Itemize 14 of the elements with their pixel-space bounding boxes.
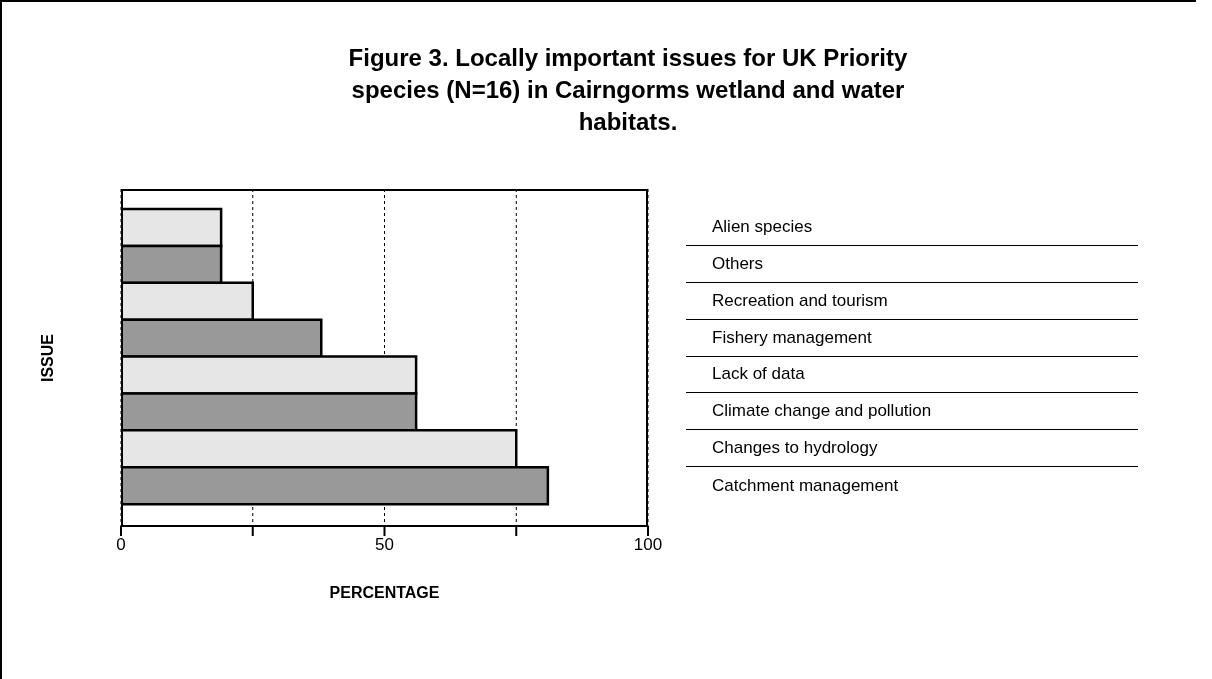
y-tick-label: Recreation and tourism [686,282,1138,320]
y-tick-label: Climate change and pollution [686,393,1138,431]
y-tick-label: Others [686,245,1138,283]
y-axis-title: ISSUE [39,333,57,382]
x-tick-label: 0 [116,535,126,555]
chart-title: Figure 3. Locally important issues for UK Priority species (N=16) in Cairngorms wetland and water habitats. [347,43,909,137]
x-tick-label: 50 [375,535,394,555]
x-tick-label: 100 [633,535,663,555]
y-tick-label: Lack of data [686,356,1138,394]
y-tick-label: Changes to hydrology [686,430,1138,468]
y-tick-label: Fishery management [686,319,1138,357]
y-tick-label: Catchment management [711,474,900,497]
x-axis-title: PERCENTAGE [329,584,440,601]
y-tick-label: Alien species [686,209,1138,246]
